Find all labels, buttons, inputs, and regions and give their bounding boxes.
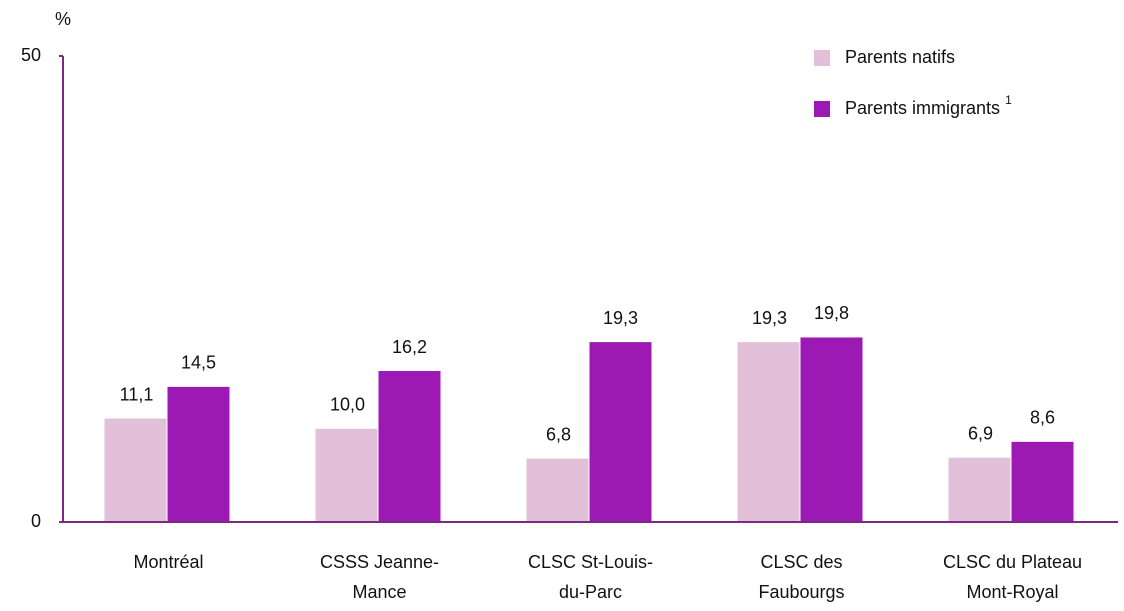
bar	[1011, 441, 1074, 522]
x-tick-label: CSSS Jeanne- Mance	[319, 552, 440, 602]
x-tick-label: CLSC St-Louis- du-Parc	[527, 552, 654, 602]
legend-swatch	[814, 50, 830, 66]
value-label: 19,3	[752, 308, 787, 328]
bar	[526, 458, 589, 522]
bar	[167, 386, 230, 522]
x-tick-label: CLSC du Plateau Mont-Royal	[942, 552, 1083, 602]
legend-label: Parents immigrants	[845, 98, 1000, 118]
value-label: 10,0	[330, 395, 365, 415]
value-label: 8,6	[1030, 408, 1055, 428]
value-label: 14,5	[181, 353, 216, 373]
x-tick-label: CLSC des Faubourgs	[758, 552, 845, 602]
bar	[104, 418, 167, 522]
y-unit-label: %	[55, 9, 71, 29]
legend-label: Parents natifs	[845, 47, 955, 67]
bar	[315, 428, 378, 522]
x-tick-label: Montréal	[133, 552, 204, 572]
value-label: 19,3	[603, 308, 638, 328]
bar	[589, 342, 652, 522]
value-label: 11,1	[120, 384, 154, 404]
bar	[800, 337, 863, 522]
legend-swatch	[814, 101, 830, 117]
value-label: 16,2	[392, 337, 427, 357]
value-label: 6,9	[968, 423, 993, 443]
bar	[737, 342, 800, 522]
y-tick-label: 50	[21, 45, 41, 65]
bar	[378, 371, 441, 522]
value-label: 19,8	[814, 303, 849, 323]
bar	[948, 457, 1011, 522]
y-tick-label: 0	[31, 511, 41, 531]
value-label: 6,8	[546, 424, 571, 444]
legend-footnote: 1	[1005, 93, 1012, 107]
